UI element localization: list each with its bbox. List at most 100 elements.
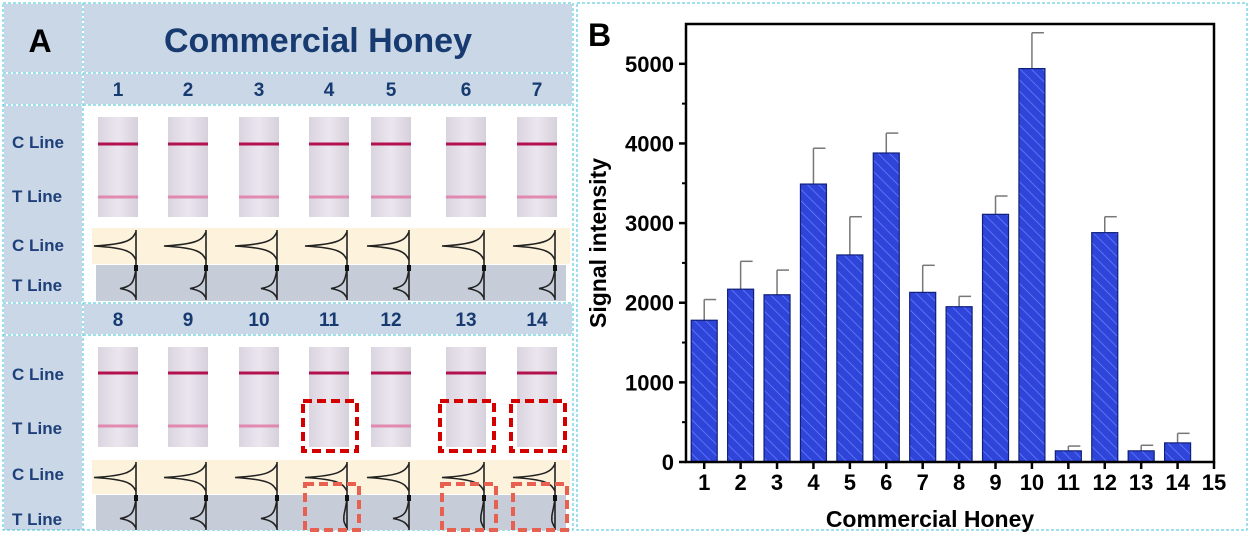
bar	[945, 306, 973, 463]
control-line	[98, 371, 138, 375]
bar-group-5	[836, 215, 864, 463]
peak-c-band-top	[92, 228, 570, 264]
bar-group-9	[981, 195, 1010, 463]
test-line	[371, 424, 411, 428]
x-tick-label: 6	[880, 470, 892, 495]
sample-number: 11	[319, 310, 340, 331]
x-tick-label: 2	[734, 470, 746, 495]
sample-number: 12	[380, 310, 401, 331]
peak-trace-13	[441, 462, 486, 530]
c-line-label-bottom-peak: C Line	[12, 465, 64, 484]
test-strip-9	[168, 347, 208, 447]
panel-a-title-cell	[84, 4, 572, 72]
panel-a-title: Commercial Honey	[164, 22, 472, 60]
y-tick-label: 4000	[625, 131, 674, 156]
test-line	[98, 424, 138, 428]
control-line	[446, 142, 486, 146]
bar	[1054, 450, 1082, 463]
test-line	[239, 424, 279, 428]
t-line-label-top-peak: T Line	[12, 276, 62, 295]
x-tick-label: 4	[807, 470, 820, 495]
peak-trace-14	[512, 462, 557, 530]
bar-group-11	[1054, 445, 1082, 463]
test-strip-12	[371, 347, 411, 447]
bar	[1127, 450, 1155, 463]
test-strip-2	[168, 117, 208, 217]
peak-t-band-top	[96, 265, 566, 301]
x-tick-label: 9	[989, 470, 1001, 495]
y-tick-label: 2000	[625, 291, 674, 316]
sample-number: 5	[386, 80, 397, 101]
y-axis-title: Signal intensity	[585, 158, 611, 328]
bar-group-1	[690, 298, 718, 463]
panel-b-letter: B	[588, 17, 611, 53]
bar	[909, 291, 937, 463]
c-line-label-bottom-strip: C Line	[12, 365, 64, 384]
test-strip-14	[517, 347, 557, 447]
bar	[1018, 67, 1046, 463]
t-line-label-bottom-peak: T Line	[12, 510, 62, 529]
top-label-column	[4, 106, 82, 302]
x-tick-label: 3	[771, 470, 783, 495]
control-line	[239, 371, 279, 375]
x-tick-label: 13	[1129, 470, 1153, 495]
bottom-label-column	[4, 336, 82, 530]
peak-trace-2	[163, 230, 208, 300]
x-tick-label: 5	[844, 470, 856, 495]
y-tick-label: 3000	[625, 211, 674, 236]
bottom-number-row-label-cell	[4, 304, 82, 334]
bar	[1091, 232, 1119, 463]
test-line	[517, 195, 557, 199]
test-line	[446, 195, 486, 199]
bottom-number-row	[84, 304, 572, 334]
panel-a-letter: A	[28, 23, 51, 59]
peak-trace-6	[441, 230, 486, 300]
x-axis-title: Commercial Honey	[826, 506, 1035, 532]
peak-traces	[93, 230, 557, 530]
x-tick-label: 10	[1020, 470, 1044, 495]
test-strip-10	[239, 347, 279, 447]
bar	[763, 294, 791, 463]
peak-trace-12	[366, 462, 411, 530]
top-number-row-label-cell	[4, 74, 82, 104]
t-line-label-top-strip: T Line	[12, 187, 62, 206]
test-strip-8	[98, 347, 138, 447]
test-line	[371, 195, 411, 199]
negative-highlight-boxes	[301, 399, 569, 532]
x-tick-label: 1	[698, 470, 710, 495]
control-line	[168, 142, 208, 146]
control-line	[517, 142, 557, 146]
c-line-label-top-strip: C Line	[12, 133, 64, 152]
control-line	[309, 371, 349, 375]
y-tick-label: 1000	[625, 370, 674, 395]
test-line	[98, 195, 138, 199]
peak-trace-9	[163, 462, 208, 530]
test-strip-1	[98, 117, 138, 217]
bar	[981, 213, 1010, 463]
test-strip-5	[371, 117, 411, 217]
negative-box-peak-13	[440, 482, 498, 532]
bar-group-4	[799, 147, 828, 463]
negative-box-strip-13	[438, 399, 496, 453]
sample-number: 13	[455, 310, 476, 331]
bar-group-10	[1018, 32, 1046, 463]
bar	[727, 288, 755, 463]
peak-trace-7	[512, 230, 557, 300]
peak-trace-11	[304, 462, 349, 530]
x-tick-label: 8	[953, 470, 965, 495]
test-line	[168, 424, 208, 428]
test-strip-11	[309, 347, 349, 447]
panel-b-border	[576, 2, 1248, 531]
t-line-label-bottom-strip: T Line	[12, 419, 62, 438]
control-line	[98, 142, 138, 146]
c-line-label-top-peak: C Line	[12, 236, 64, 255]
control-line	[168, 371, 208, 375]
x-tick-label: 7	[917, 470, 929, 495]
bar-group-13	[1127, 444, 1155, 463]
peak-trace-3	[234, 230, 279, 300]
test-line	[239, 195, 279, 199]
peak-trace-5	[366, 230, 411, 300]
bar-group-8	[945, 295, 973, 463]
